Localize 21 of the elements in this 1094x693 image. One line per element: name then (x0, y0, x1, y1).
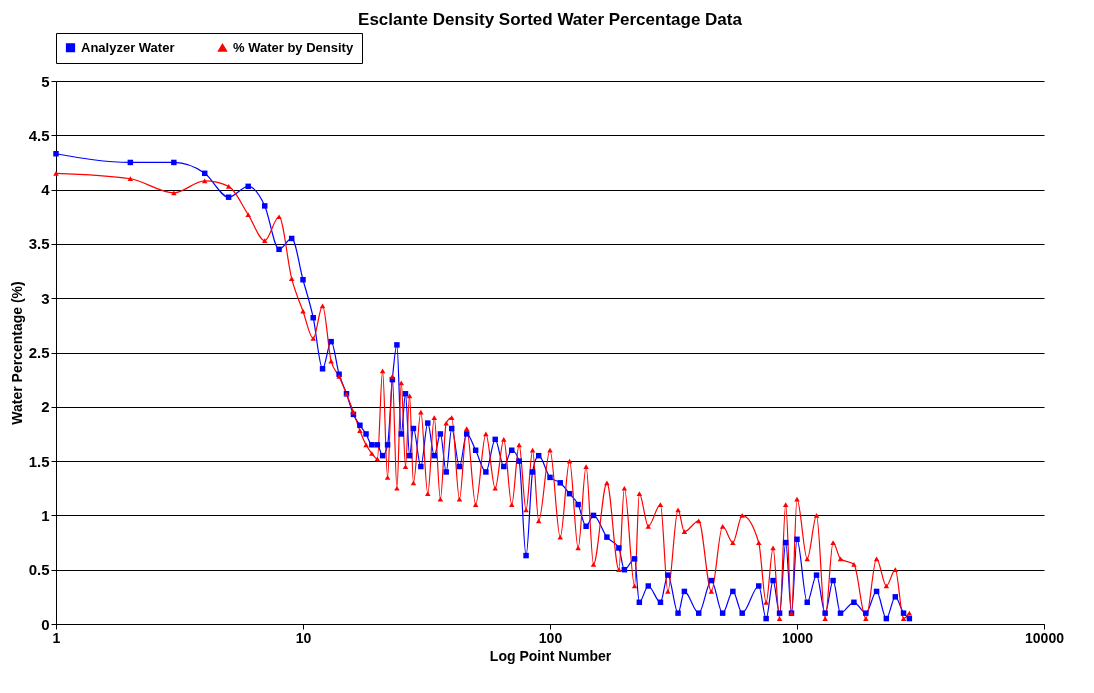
y-tick-label: 3.5 (28, 235, 50, 253)
y-axis-title: Water Percentage (%) (8, 281, 25, 425)
chart-title: Esclante Density Sorted Water Percentage Data (358, 9, 743, 29)
x-tick-label: 100 (538, 629, 563, 646)
y-tick-label: 2 (41, 398, 50, 416)
y-tick-label: 4 (41, 181, 51, 199)
y-tick-label: 1 (41, 506, 50, 524)
x-tick-label: 1000 (781, 629, 814, 646)
y-tick-label: 4.5 (28, 126, 50, 144)
y-tick-label: 3 (41, 289, 50, 307)
y-tick-label: 1.5 (28, 452, 50, 470)
legend-label: % Water by Density (233, 39, 354, 55)
x-axis-title: Log Point Number (489, 647, 612, 664)
x-tick-label: 10 (295, 629, 312, 646)
y-tick-label: 0.5 (28, 561, 50, 579)
y-tick-label: 2.5 (28, 344, 50, 361)
legend-label: Analyzer Water (81, 39, 175, 55)
x-tick-label: 10000 (1025, 629, 1065, 646)
y-tick-label: 5 (41, 72, 50, 90)
y-tick-label: 0 (41, 615, 50, 633)
x-tick-label: 1 (52, 629, 61, 646)
